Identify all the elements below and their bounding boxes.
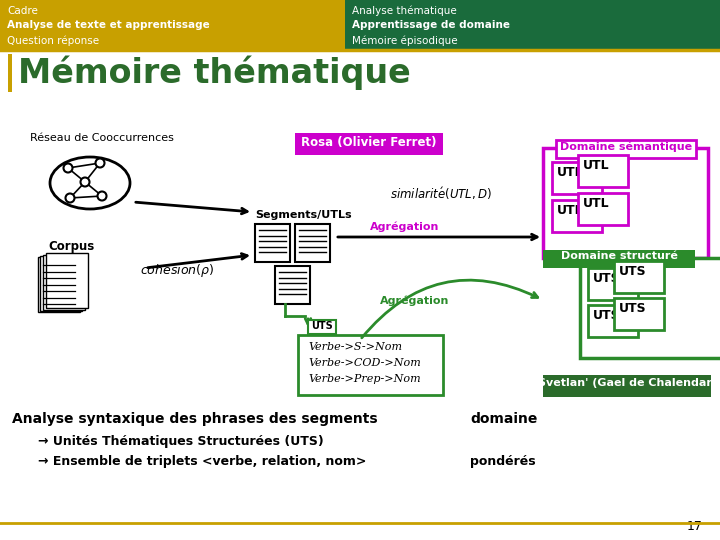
Circle shape bbox=[63, 164, 73, 172]
Text: Verbe->Prep->Nom: Verbe->Prep->Nom bbox=[308, 374, 420, 384]
FancyBboxPatch shape bbox=[580, 258, 720, 358]
FancyBboxPatch shape bbox=[0, 0, 345, 50]
Text: Corpus: Corpus bbox=[48, 240, 94, 253]
Text: UTS: UTS bbox=[593, 309, 621, 322]
Text: Segments/UTLs: Segments/UTLs bbox=[255, 210, 351, 220]
FancyBboxPatch shape bbox=[578, 193, 628, 225]
FancyBboxPatch shape bbox=[614, 298, 664, 330]
Text: → Ensemble de triplets <verbe, relation, nom>: → Ensemble de triplets <verbe, relation,… bbox=[38, 455, 366, 468]
FancyBboxPatch shape bbox=[556, 140, 696, 158]
FancyBboxPatch shape bbox=[588, 305, 638, 337]
Text: Réseau de Cooccurrences: Réseau de Cooccurrences bbox=[30, 133, 174, 143]
Text: Apprentissage de domaine: Apprentissage de domaine bbox=[352, 20, 510, 30]
Text: UTS: UTS bbox=[619, 302, 647, 315]
Circle shape bbox=[96, 159, 104, 167]
Text: Analyse thématique: Analyse thématique bbox=[352, 6, 456, 17]
FancyBboxPatch shape bbox=[255, 224, 290, 262]
FancyBboxPatch shape bbox=[43, 254, 85, 309]
FancyBboxPatch shape bbox=[578, 155, 628, 187]
Circle shape bbox=[66, 193, 74, 202]
Text: Cadre: Cadre bbox=[7, 6, 38, 16]
Text: UTS: UTS bbox=[619, 265, 647, 278]
FancyBboxPatch shape bbox=[308, 320, 336, 334]
Text: $similarit\acute{e}(UTL, D)$: $similarit\acute{e}(UTL, D)$ bbox=[390, 185, 492, 202]
FancyBboxPatch shape bbox=[614, 261, 664, 293]
Text: Agrégation: Agrégation bbox=[370, 222, 439, 233]
Text: Mémoire thématique: Mémoire thématique bbox=[18, 55, 410, 90]
Text: UTL: UTL bbox=[583, 159, 610, 172]
FancyBboxPatch shape bbox=[552, 200, 602, 232]
Ellipse shape bbox=[50, 157, 130, 209]
FancyBboxPatch shape bbox=[275, 266, 310, 304]
Text: Domaine sémantique: Domaine sémantique bbox=[560, 141, 692, 152]
FancyBboxPatch shape bbox=[543, 375, 711, 397]
Text: Agrégation: Agrégation bbox=[380, 295, 449, 306]
Text: Verbe->COD->Nom: Verbe->COD->Nom bbox=[308, 358, 420, 368]
FancyBboxPatch shape bbox=[40, 256, 82, 311]
Text: domaine: domaine bbox=[470, 412, 537, 426]
Text: Verbe->S->Nom: Verbe->S->Nom bbox=[308, 342, 402, 352]
FancyBboxPatch shape bbox=[38, 257, 80, 312]
Circle shape bbox=[81, 178, 89, 186]
Text: Analyse de texte et apprentissage: Analyse de texte et apprentissage bbox=[7, 20, 210, 30]
Text: Svetlan' (Gael de Chalendar): Svetlan' (Gael de Chalendar) bbox=[538, 378, 716, 388]
Text: UTL: UTL bbox=[557, 204, 584, 217]
FancyBboxPatch shape bbox=[345, 0, 720, 50]
Text: UTS: UTS bbox=[311, 321, 333, 331]
FancyBboxPatch shape bbox=[46, 253, 88, 308]
Text: UTL: UTL bbox=[583, 197, 610, 210]
Text: → Unités Thématiques Structurées (UTS): → Unités Thématiques Structurées (UTS) bbox=[38, 435, 324, 448]
FancyBboxPatch shape bbox=[295, 224, 330, 262]
FancyBboxPatch shape bbox=[588, 268, 638, 300]
Text: Mémoire épisodique: Mémoire épisodique bbox=[352, 35, 458, 45]
Text: UTS: UTS bbox=[593, 272, 621, 285]
Circle shape bbox=[97, 192, 107, 200]
FancyBboxPatch shape bbox=[8, 54, 12, 92]
Text: Question réponse: Question réponse bbox=[7, 35, 99, 45]
FancyBboxPatch shape bbox=[552, 162, 602, 194]
FancyBboxPatch shape bbox=[298, 335, 443, 395]
FancyBboxPatch shape bbox=[295, 133, 443, 155]
Text: Rosa (Olivier Ferret): Rosa (Olivier Ferret) bbox=[301, 136, 437, 149]
Text: 17: 17 bbox=[687, 520, 703, 533]
FancyBboxPatch shape bbox=[543, 250, 695, 268]
Text: $cohesion(\rho)$: $cohesion(\rho)$ bbox=[140, 262, 215, 279]
Text: Domaine structuré: Domaine structuré bbox=[561, 251, 678, 261]
Text: pondérés: pondérés bbox=[470, 455, 536, 468]
Text: UTL: UTL bbox=[557, 166, 584, 179]
Text: Analyse syntaxique des phrases des segments: Analyse syntaxique des phrases des segme… bbox=[12, 412, 377, 426]
FancyBboxPatch shape bbox=[543, 148, 708, 258]
